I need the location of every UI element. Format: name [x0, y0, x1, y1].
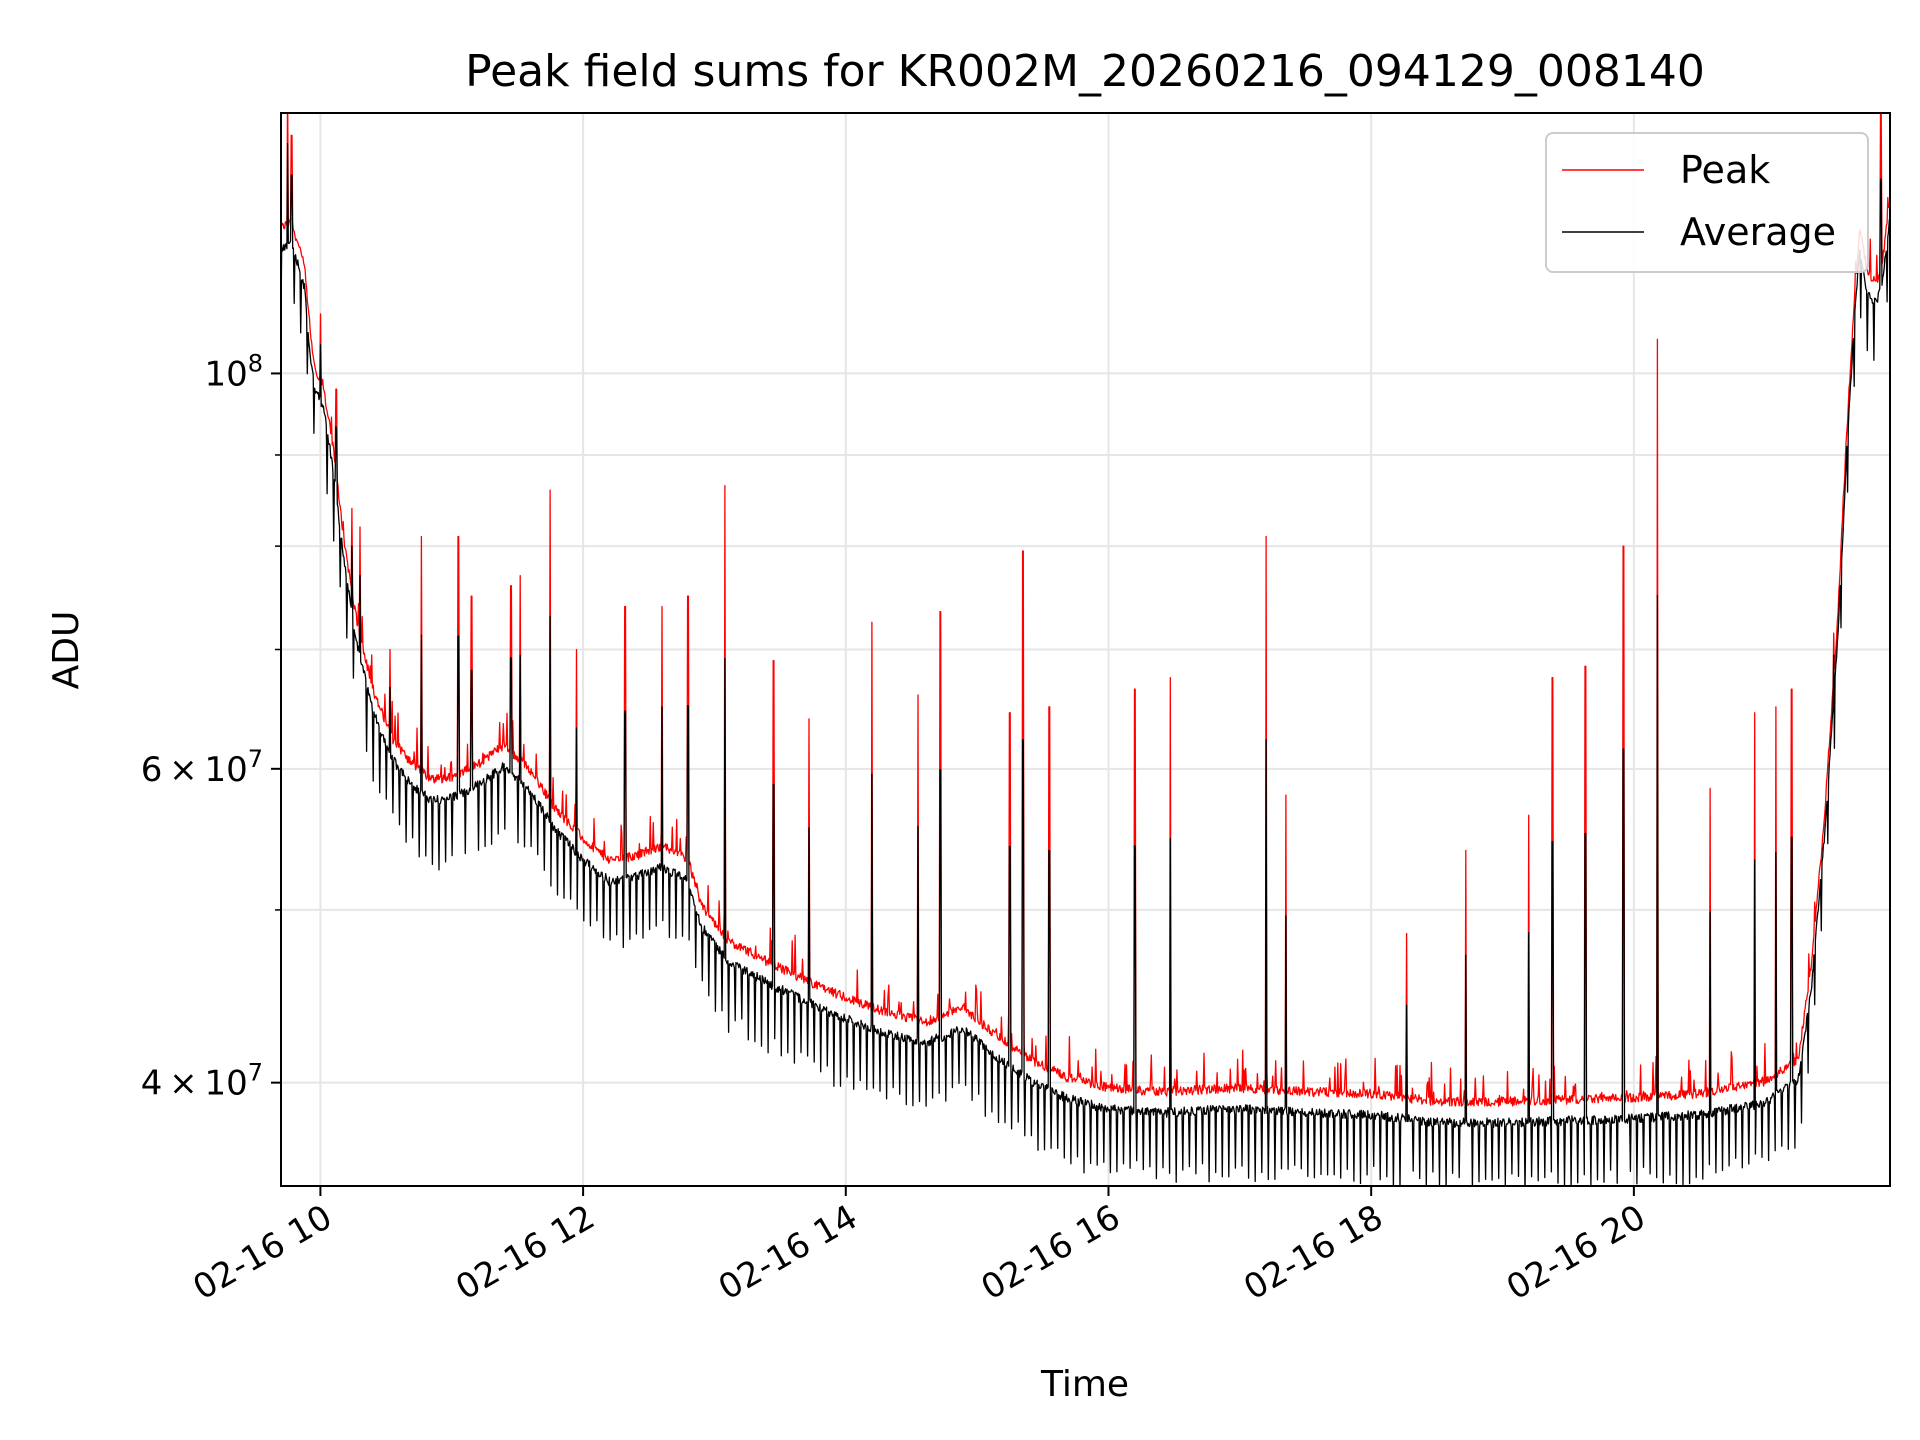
chart-title: Peak field sums for KR002M_20260216_0941…	[465, 46, 1705, 97]
y-axis-label: ADU	[46, 611, 87, 690]
legend-peak-label: Peak	[1680, 148, 1770, 192]
y-tick-label: 108	[204, 349, 263, 394]
legend: Peak Average	[1545, 132, 1869, 273]
y-tick-label: 4 × 107	[141, 1059, 263, 1104]
x-tick-label: 02-16 14	[712, 1197, 864, 1308]
grid	[281, 113, 1890, 1186]
x-tick-label: 02-16 18	[1237, 1197, 1389, 1308]
average-series-line	[281, 142, 1890, 1186]
y-tick-label: 6 × 107	[141, 745, 263, 790]
legend-box	[1545, 132, 1869, 273]
x-axis-label: Time	[1040, 1364, 1129, 1405]
x-tick-label: 02-16 10	[187, 1197, 339, 1308]
x-tick-label: 02-16 16	[975, 1197, 1127, 1308]
x-tick-label: 02-16 12	[449, 1197, 601, 1308]
series-lines	[281, 113, 1890, 1186]
legend-average-label: Average	[1680, 210, 1836, 254]
x-tick-label: 02-16 20	[1500, 1197, 1652, 1308]
